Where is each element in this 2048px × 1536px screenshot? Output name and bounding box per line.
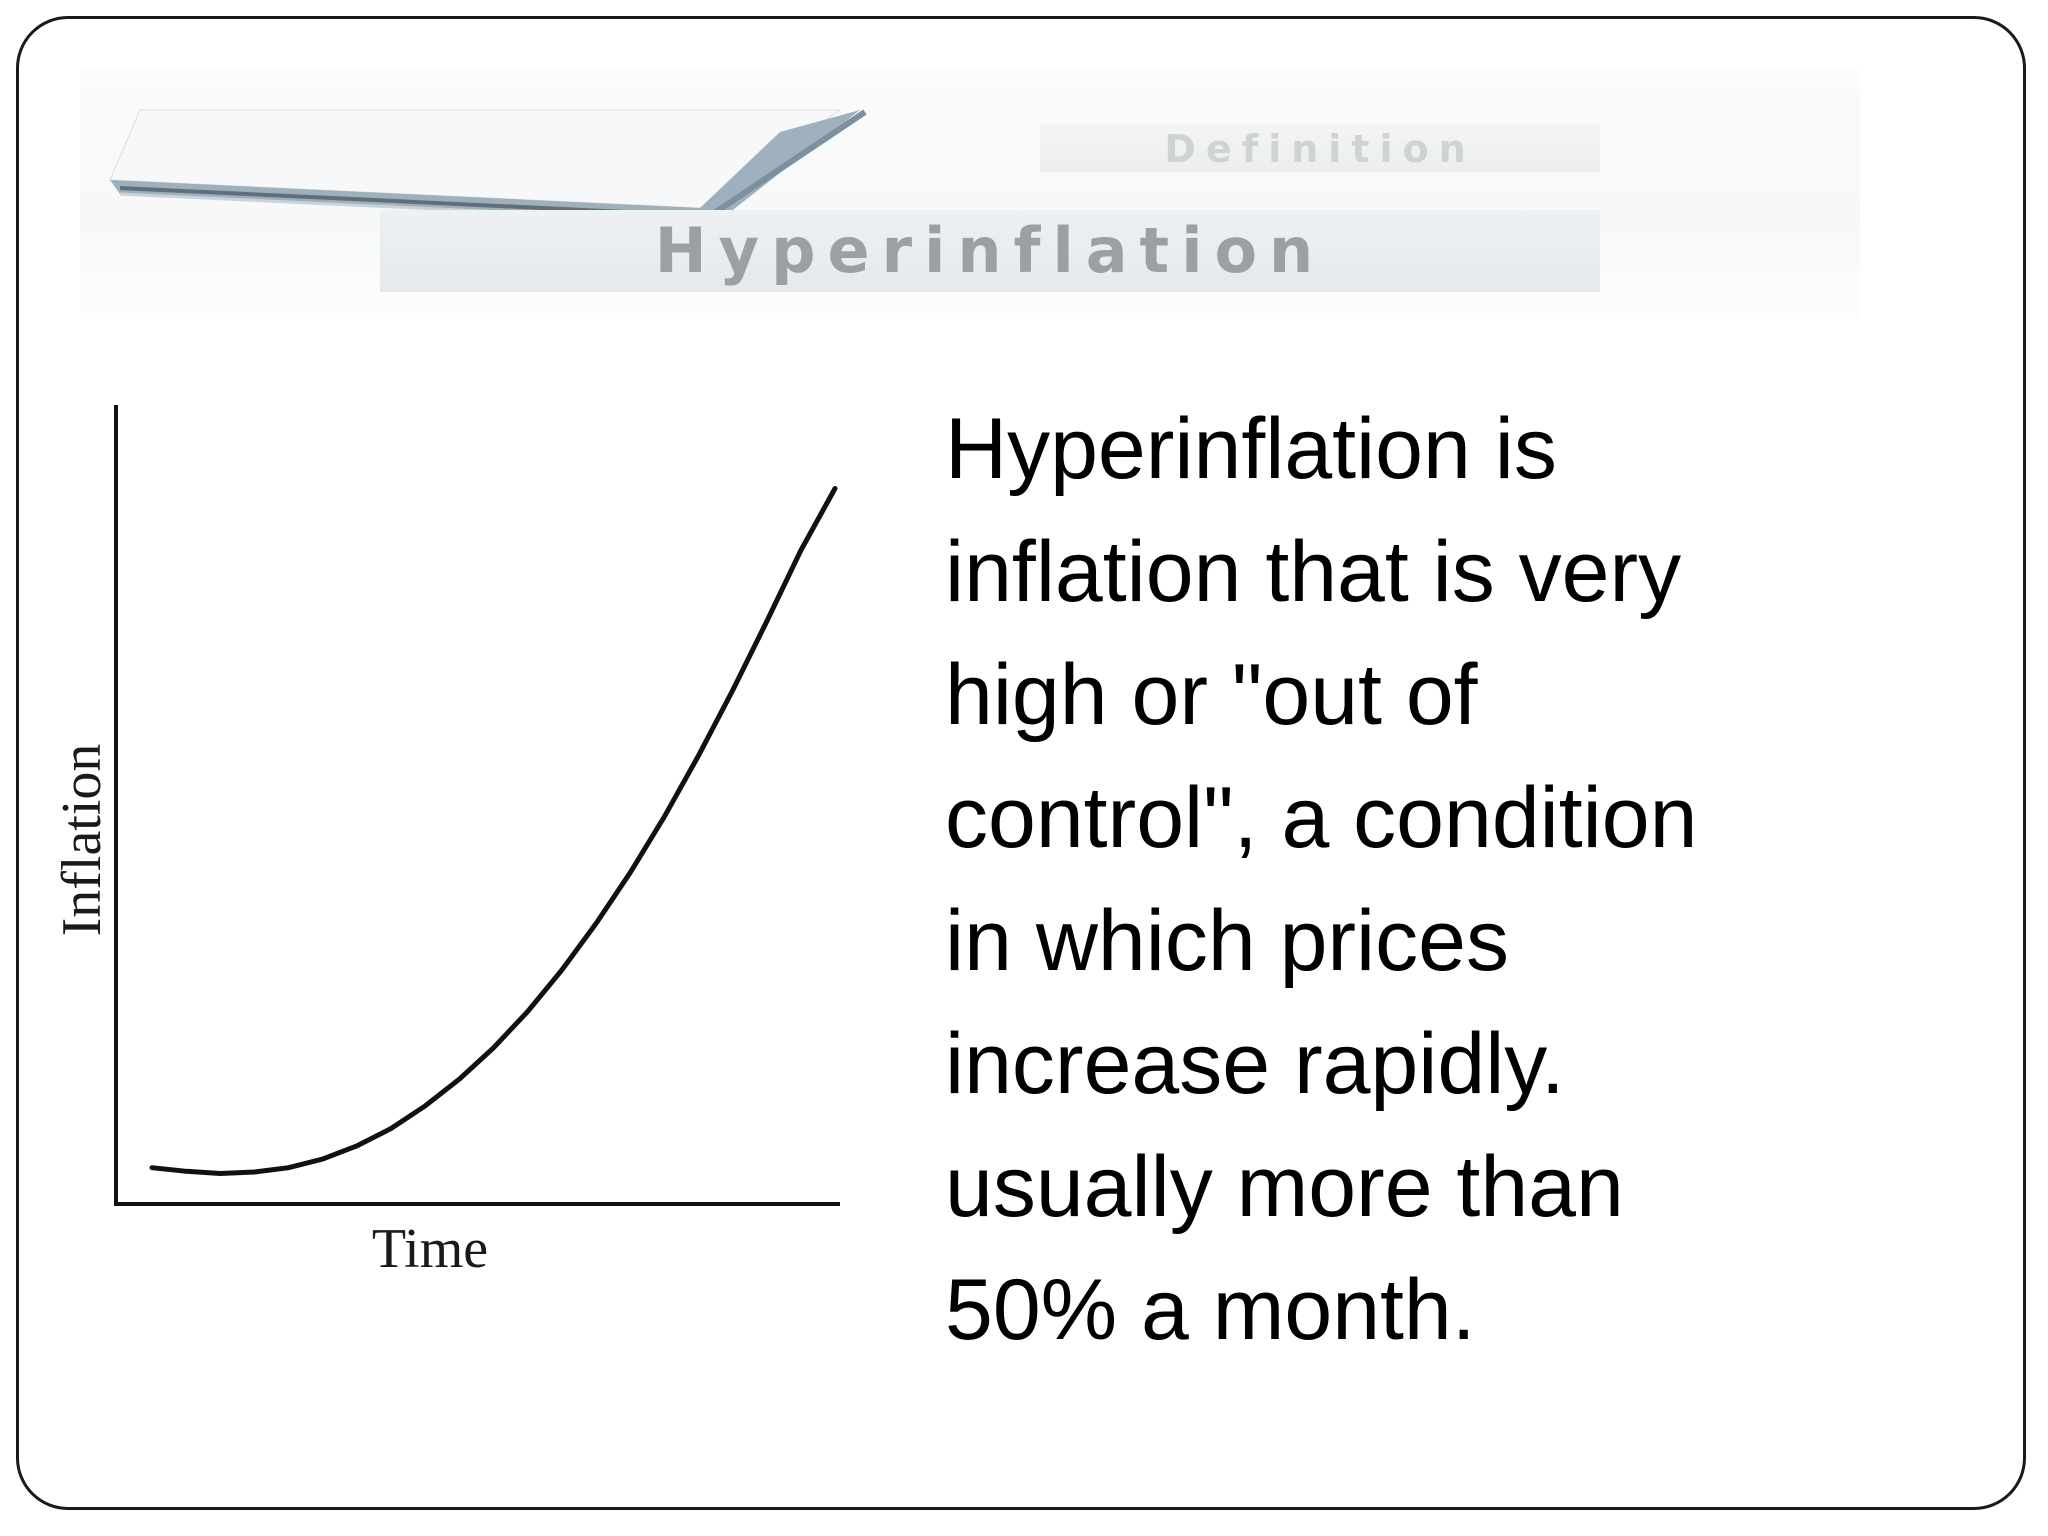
definition-line: Hyperinflation is [945,401,1557,497]
definition-text: Hyperinflation is inflation that is very… [945,388,1955,1372]
definition-line: usually more than [945,1139,1624,1235]
definition-line: inflation that is very [945,524,1682,620]
definition-line: 50% a month. [945,1262,1476,1358]
definition-line: increase rapidly. [945,1016,1565,1112]
definition-line: control", a condition [945,770,1698,866]
banner-subtitle: Definition [1040,124,1600,172]
series-line-inflation [149,486,838,1177]
inflation-chart: Time Inflation [40,380,880,1320]
y-axis-label: Inflation [51,744,113,937]
x-axis-label: Time [372,1218,488,1280]
banner-title: Hyperinflation [380,210,1600,292]
definition-line: in which prices [945,893,1509,989]
title-banner: Definition Hyperinflation [80,70,1860,320]
definition-line: high or "out of [945,647,1478,743]
chart-svg: Time Inflation [51,405,840,1280]
